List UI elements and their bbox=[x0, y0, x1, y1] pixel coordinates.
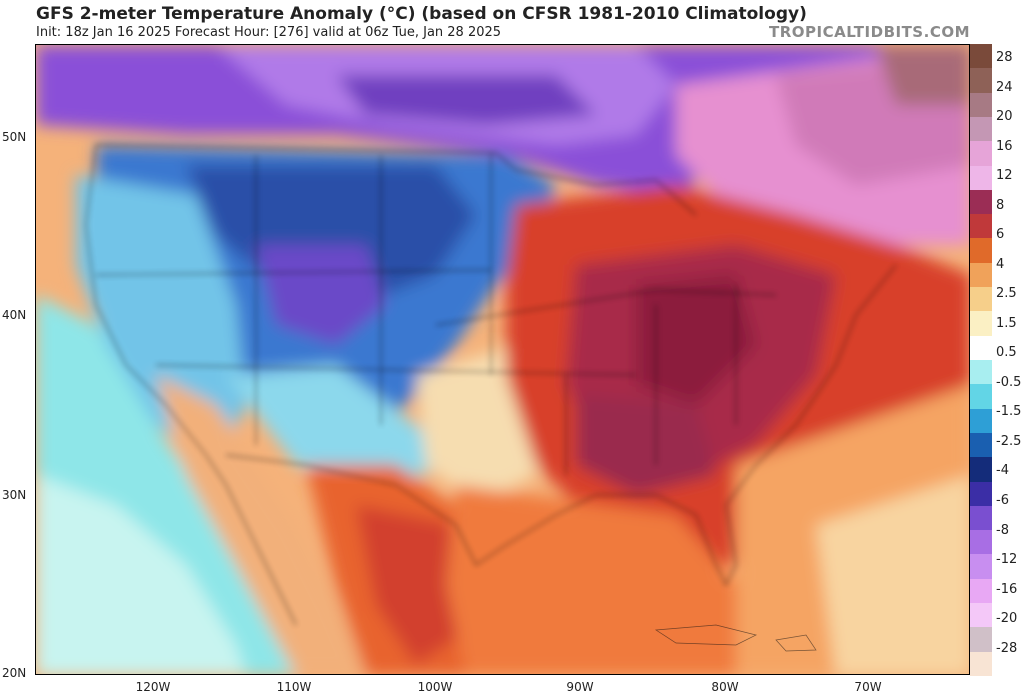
legend-label: -0.5 bbox=[996, 374, 1022, 390]
legend-label: 1.5 bbox=[996, 315, 1017, 331]
lon-label-110w: 110W bbox=[276, 680, 312, 694]
lat-label-30n: 30N bbox=[2, 488, 27, 502]
legend-label: -20 bbox=[996, 611, 1018, 627]
legend-label: -1.5 bbox=[996, 404, 1022, 420]
map-canvas bbox=[36, 45, 969, 674]
legend-swatch bbox=[970, 262, 992, 288]
lon-label-70w: 70W bbox=[854, 680, 882, 694]
lon-label-100w: 100W bbox=[417, 680, 453, 694]
lat-label-40n: 40N bbox=[2, 308, 27, 322]
legend-label: 16 bbox=[996, 138, 1013, 154]
lon-label-80w: 80W bbox=[711, 680, 739, 694]
legend-label: -28 bbox=[996, 640, 1018, 656]
legend-swatch bbox=[970, 457, 992, 483]
legend-swatch bbox=[970, 141, 992, 167]
legend-swatch bbox=[970, 44, 992, 69]
site-watermark: TROPICALTIDBITS.COM bbox=[769, 23, 970, 41]
legend-swatch bbox=[970, 432, 992, 458]
legend-swatch bbox=[970, 360, 992, 385]
legend-swatch bbox=[970, 408, 992, 434]
legend-swatch bbox=[970, 287, 992, 312]
legend-swatch bbox=[970, 627, 992, 653]
legend-label: 6 bbox=[996, 227, 1005, 243]
legend-swatch bbox=[970, 603, 992, 628]
legend-label: 12 bbox=[996, 168, 1013, 184]
legend-label: 0.5 bbox=[996, 345, 1017, 361]
legend-swatch bbox=[970, 92, 992, 118]
lon-label-120w: 120W bbox=[135, 680, 171, 694]
lat-label-50n: 50N bbox=[2, 130, 27, 144]
legend-label: 8 bbox=[996, 197, 1005, 213]
legend-swatch bbox=[970, 530, 992, 555]
legend-swatch bbox=[970, 578, 992, 604]
legend-label: -16 bbox=[996, 581, 1018, 597]
legend-label: 4 bbox=[996, 256, 1005, 272]
legend-label: -12 bbox=[996, 552, 1018, 568]
legend-label: 24 bbox=[996, 79, 1013, 95]
legend-label: 2.5 bbox=[996, 286, 1017, 302]
legend-swatch bbox=[970, 505, 992, 531]
legend-swatch bbox=[970, 165, 992, 191]
map-title: GFS 2-meter Temperature Anomaly (°C) (ba… bbox=[36, 4, 807, 24]
legend-swatch bbox=[970, 335, 992, 361]
island-outlines bbox=[654, 624, 817, 652]
boundary-lines bbox=[85, 144, 897, 626]
legend-label: -2.5 bbox=[996, 433, 1022, 449]
legend-swatch bbox=[970, 214, 992, 239]
color-scale-legend: 28 24 20 16 12 8 6 4 2.5 1.5 0.5 -0.5 -1.5 -2.5 -4 -6 -8… bbox=[970, 44, 1024, 677]
forecast-info: Init: 18z Jan 16 2025 Forecast Hour: [27… bbox=[36, 25, 502, 40]
lon-label-90w: 90W bbox=[566, 680, 594, 694]
legend-label: -6 bbox=[996, 492, 1009, 508]
legend-swatch bbox=[970, 481, 992, 507]
legend-swatch bbox=[970, 384, 992, 410]
anomaly-field bbox=[36, 45, 969, 674]
legend-swatch bbox=[970, 238, 992, 264]
legend-swatch bbox=[970, 189, 992, 215]
legend-swatch bbox=[970, 651, 992, 677]
legend-swatch bbox=[970, 311, 992, 337]
legend-label: 20 bbox=[996, 109, 1013, 125]
legend-swatch bbox=[970, 116, 992, 142]
lat-label-20n: 20N bbox=[2, 666, 27, 680]
legend-label: -8 bbox=[996, 522, 1009, 538]
legend-swatch bbox=[970, 554, 992, 580]
legend-swatch bbox=[970, 68, 992, 94]
legend-label: 28 bbox=[996, 50, 1013, 65]
anomaly-map bbox=[35, 44, 970, 675]
legend-label: -4 bbox=[996, 463, 1009, 479]
